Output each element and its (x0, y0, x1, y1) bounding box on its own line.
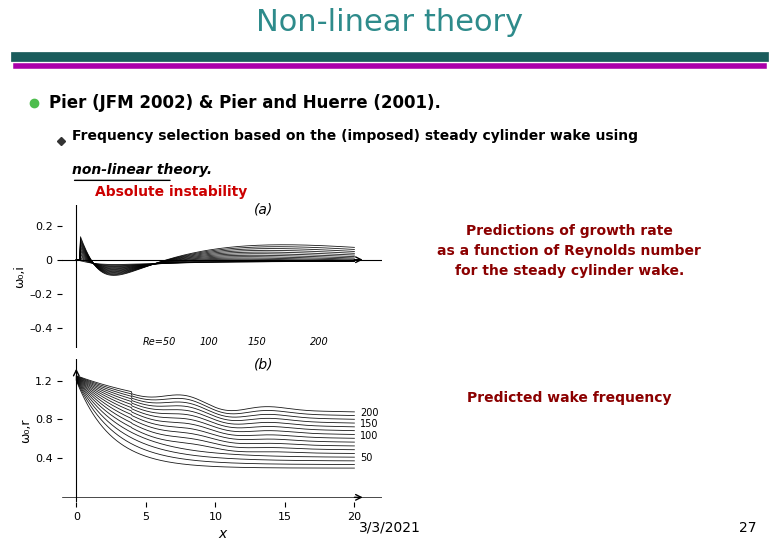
Text: (b): (b) (254, 358, 274, 372)
X-axis label: x: x (218, 528, 226, 540)
Text: Re=50: Re=50 (143, 337, 176, 347)
Text: 200: 200 (310, 337, 329, 347)
Text: 150: 150 (248, 337, 267, 347)
Text: 100: 100 (199, 337, 218, 347)
Text: for the steady cylinder wake.: for the steady cylinder wake. (455, 264, 684, 278)
Text: 150: 150 (360, 419, 378, 429)
Text: Predictions of growth rate: Predictions of growth rate (466, 224, 673, 238)
Y-axis label: ω₀,r: ω₀,r (20, 418, 32, 443)
Text: as a function of Reynolds number: as a function of Reynolds number (438, 244, 701, 258)
Text: Frequency selection based on the (imposed) steady cylinder wake using: Frequency selection based on the (impose… (72, 129, 638, 143)
Text: (a): (a) (254, 202, 274, 217)
Text: Predicted wake frequency: Predicted wake frequency (467, 392, 672, 406)
Text: 27: 27 (739, 521, 757, 535)
Text: non-linear theory.: non-linear theory. (72, 164, 212, 178)
Text: 50: 50 (360, 453, 372, 463)
Text: Non-linear theory: Non-linear theory (257, 8, 523, 37)
Y-axis label: ω₀,i: ω₀,i (13, 265, 27, 288)
Text: 100: 100 (360, 431, 378, 441)
Text: Absolute instability: Absolute instability (95, 185, 248, 199)
Text: Pier (JFM 2002) & Pier and Huerre (2001).: Pier (JFM 2002) & Pier and Huerre (2001)… (49, 94, 441, 112)
Text: 200: 200 (360, 408, 378, 417)
Text: 3/3/2021: 3/3/2021 (359, 521, 421, 535)
